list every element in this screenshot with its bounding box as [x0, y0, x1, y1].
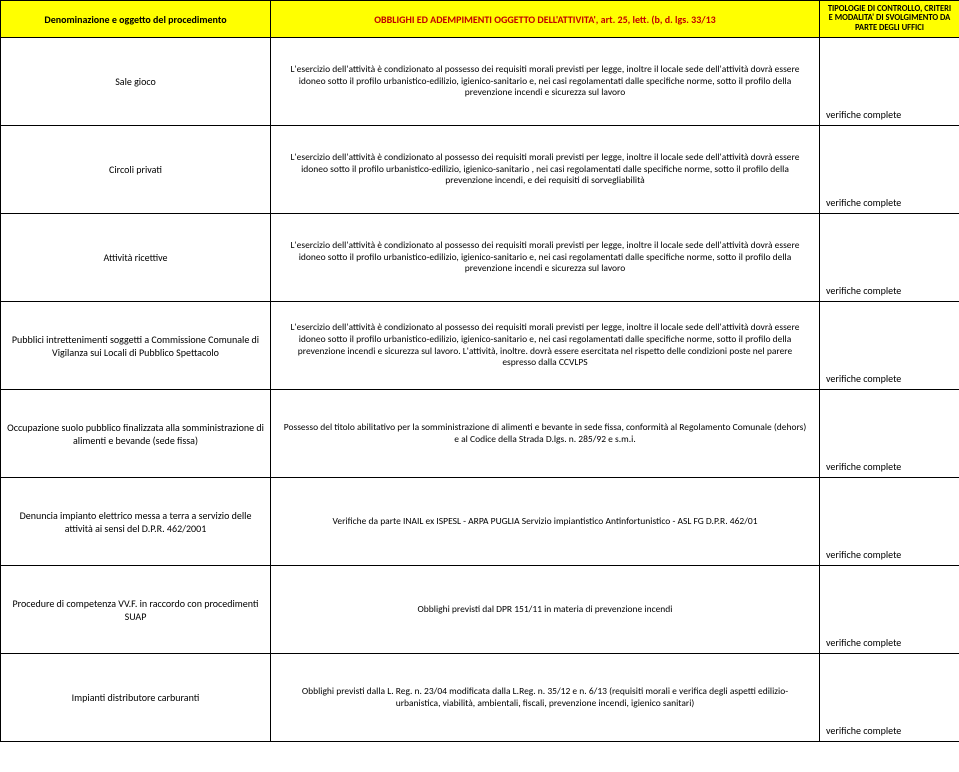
procedure-name: Occupazione suolo pubblico finalizzata a… [1, 390, 271, 478]
header-col3: TIPOLOGIE DI CONTROLLO, CRITERI E MODALI… [820, 1, 959, 38]
procedure-description: L'esercizio dell'attività è condizionato… [271, 302, 820, 390]
procedure-check: verifiche complete [820, 126, 959, 214]
header-col1: Denominazione e oggetto del procedimento [1, 1, 271, 38]
table-row: Sale giocoL'esercizio dell'attività è co… [1, 38, 959, 126]
table-row: Circoli privatiL'esercizio dell'attività… [1, 126, 959, 214]
procedure-check: verifiche complete [820, 566, 959, 654]
procedures-table: Denominazione e oggetto del procedimento… [0, 0, 959, 742]
procedure-check: verifiche complete [820, 654, 959, 742]
procedure-name: Denuncia impianto elettrico messa a terr… [1, 478, 271, 566]
procedure-check: verifiche complete [820, 214, 959, 302]
procedure-check: verifiche complete [820, 478, 959, 566]
procedure-name: Pubblici intrettenimenti soggetti a Comm… [1, 302, 271, 390]
procedure-description: Obblighi previsti dalla L. Reg. n. 23/04… [271, 654, 820, 742]
table-row: Occupazione suolo pubblico finalizzata a… [1, 390, 959, 478]
procedure-check: verifiche complete [820, 302, 959, 390]
procedure-check: verifiche complete [820, 38, 959, 126]
procedure-description: Verifiche da parte INAIL ex ISPESL - ARP… [271, 478, 820, 566]
table-row: Pubblici intrettenimenti soggetti a Comm… [1, 302, 959, 390]
procedure-name: Attività ricettive [1, 214, 271, 302]
procedure-check: verifiche complete [820, 390, 959, 478]
procedure-description: L'esercizio dell'attività è condizionato… [271, 38, 820, 126]
table-row: Procedure di competenza VV.F. in raccord… [1, 566, 959, 654]
table-row: Denuncia impianto elettrico messa a terr… [1, 478, 959, 566]
procedure-name: Impianti distributore carburanti [1, 654, 271, 742]
procedure-description: Possesso del titolo abilitativo per la s… [271, 390, 820, 478]
table-header-row: Denominazione e oggetto del procedimento… [1, 1, 959, 38]
procedure-description: Obblighi previsti dal DPR 151/11 in mate… [271, 566, 820, 654]
procedure-description: L'esercizio dell'attività è condizionato… [271, 126, 820, 214]
table-row: Attività ricettiveL'esercizio dell'attiv… [1, 214, 959, 302]
header-col2: OBBLIGHI ED ADEMPIMENTI OGGETTO DELL'ATT… [271, 1, 820, 38]
procedure-name: Sale gioco [1, 38, 271, 126]
procedure-description: L'esercizio dell'attività è condizionato… [271, 214, 820, 302]
procedure-name: Procedure di competenza VV.F. in raccord… [1, 566, 271, 654]
table-row: Impianti distributore carburantiObblighi… [1, 654, 959, 742]
procedure-name: Circoli privati [1, 126, 271, 214]
